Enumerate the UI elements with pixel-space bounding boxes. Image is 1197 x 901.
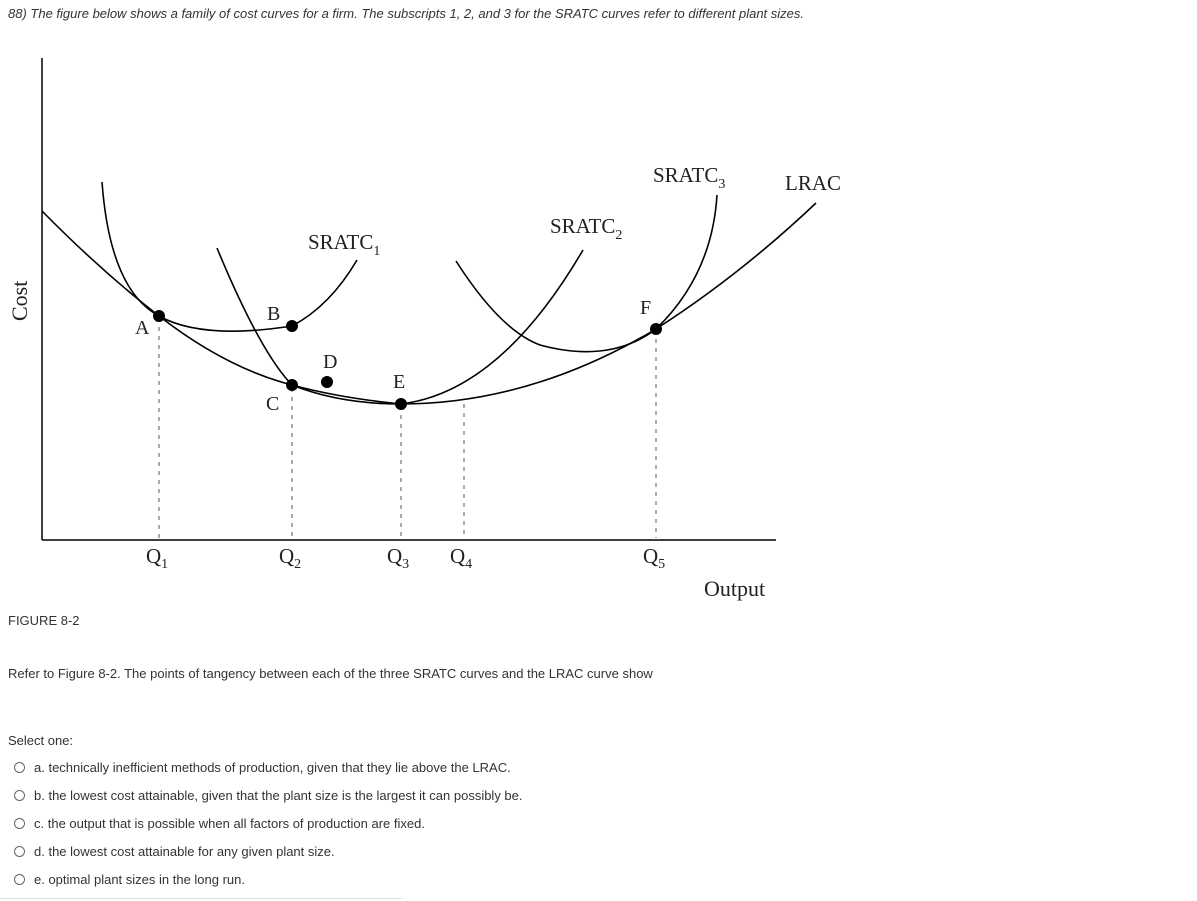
point-e-marker — [395, 398, 407, 410]
q3-label: Q3 — [387, 544, 409, 572]
point-a-label: A — [135, 317, 150, 339]
select-one-label: Select one: — [8, 733, 74, 748]
option-b-label[interactable]: b. the lowest cost attainable, given tha… — [34, 788, 523, 804]
option-c[interactable]: c. the output that is possible when all … — [14, 810, 523, 838]
point-f-label: F — [640, 297, 651, 319]
answer-options: a. technically inefficient methods of pr… — [14, 754, 523, 893]
sratc1-curve — [101, 181, 358, 332]
option-a[interactable]: a. technically inefficient methods of pr… — [14, 754, 523, 782]
radio-c[interactable] — [14, 817, 25, 829]
q1-label: Q1 — [146, 544, 168, 572]
bottom-divider — [0, 898, 402, 899]
point-d-label: D — [323, 351, 337, 373]
point-e-label: E — [393, 371, 405, 393]
sratc3-label: SRATC3 — [653, 163, 725, 192]
option-d-label[interactable]: d. the lowest cost attainable for any gi… — [34, 843, 335, 859]
option-b[interactable]: b. the lowest cost attainable, given tha… — [14, 782, 523, 810]
question-prompt: Refer to Figure 8-2. The points of tange… — [8, 666, 653, 681]
radio-b[interactable] — [14, 790, 25, 802]
point-c-label: C — [266, 393, 279, 415]
option-a-label[interactable]: a. technically inefficient methods of pr… — [34, 760, 511, 776]
q4-label: Q4 — [450, 544, 472, 572]
radio-a[interactable] — [14, 762, 25, 774]
option-e[interactable]: e. optimal plant sizes in the long run. — [14, 865, 523, 893]
point-a-marker — [153, 310, 165, 322]
lrac-label: LRAC — [785, 171, 841, 195]
q2-label: Q2 — [279, 544, 301, 572]
x-axis-title: Output — [704, 576, 765, 601]
question-number: 88) — [8, 6, 27, 21]
radio-d[interactable] — [14, 845, 25, 857]
y-axis-title: Cost — [7, 281, 32, 321]
sratc2-curve — [216, 247, 584, 405]
question-text: 88) The figure below shows a family of c… — [8, 6, 804, 21]
figure-caption: FIGURE 8-2 — [8, 613, 80, 628]
sratc2-label: SRATC2 — [550, 214, 622, 243]
option-d[interactable]: d. the lowest cost attainable for any gi… — [14, 837, 523, 865]
point-b-marker — [286, 320, 298, 332]
lrac-curve — [41, 202, 817, 405]
sratc3-curve — [455, 194, 718, 353]
point-d-marker — [321, 376, 333, 388]
point-f-marker — [650, 323, 662, 335]
option-c-label[interactable]: c. the output that is possible when all … — [34, 815, 425, 831]
point-c-marker — [286, 379, 298, 391]
quantity-guides — [158, 318, 657, 538]
sratc1-label: SRATC1 — [308, 230, 380, 259]
point-b-label: B — [267, 303, 280, 325]
cost-curves-figure: A B C D E F SRATC1 SRATC2 SRATC3 LRAC Q1… — [7, 58, 841, 601]
q5-label: Q5 — [643, 544, 665, 572]
option-e-label[interactable]: e. optimal plant sizes in the long run. — [34, 871, 246, 887]
question-body: The figure below shows a family of cost … — [30, 6, 804, 21]
radio-e[interactable] — [14, 873, 25, 885]
